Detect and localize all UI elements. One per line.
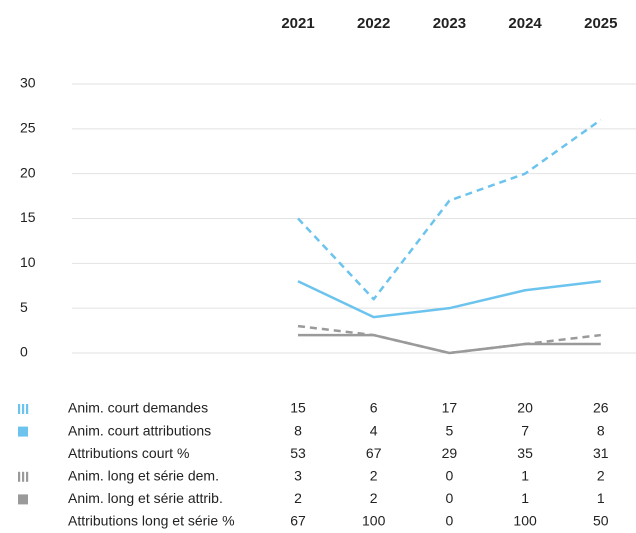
table-value: 15	[290, 400, 306, 416]
table-value: 1	[521, 490, 529, 506]
legend-icon	[26, 471, 29, 482]
row-label: Anim. court attributions	[68, 422, 211, 438]
y-tick-label: 30	[20, 75, 36, 91]
table-value: 8	[294, 422, 302, 438]
legend-icon	[22, 404, 25, 414]
legend-icon	[18, 471, 21, 482]
table-value: 5	[446, 422, 454, 438]
series-line	[297, 324, 601, 355]
row-label: Anim. long et série attrib.	[68, 490, 223, 506]
table-value: 7	[521, 422, 529, 438]
series-line	[297, 280, 601, 319]
table-value: 0	[446, 513, 454, 529]
table-value: 2	[597, 468, 605, 484]
table-value: 8	[597, 422, 605, 438]
table-value: 35	[517, 445, 533, 461]
year-header: 2022	[357, 15, 390, 32]
table-value: 1	[521, 468, 529, 484]
table-value: 1	[597, 490, 605, 506]
row-label: Attributions long et série %	[68, 513, 235, 529]
row-label: Anim. long et série dem.	[68, 468, 219, 484]
table-value: 0	[446, 490, 454, 506]
table-value: 67	[366, 445, 382, 461]
y-tick-label: 20	[20, 164, 36, 180]
series-line	[297, 118, 602, 301]
y-tick-label: 15	[20, 209, 36, 225]
table-value: 6	[370, 400, 378, 416]
y-tick-label: 0	[20, 344, 28, 360]
row-label: Anim. court demandes	[68, 400, 208, 416]
series-line	[298, 333, 601, 355]
legend-icon	[26, 404, 29, 414]
table-value: 26	[593, 400, 609, 416]
y-tick-label: 10	[20, 254, 36, 270]
table-value: 2	[294, 490, 302, 506]
table-value: 2	[370, 490, 378, 506]
table-value: 29	[442, 445, 458, 461]
row-label: Attributions court %	[68, 445, 189, 461]
table-value: 67	[290, 513, 306, 529]
table-value: 3	[294, 468, 302, 484]
year-header: 2025	[584, 15, 617, 32]
table-value: 53	[290, 445, 306, 461]
legend-icon	[18, 404, 21, 414]
legend-icon	[18, 426, 28, 437]
table-value: 100	[362, 513, 386, 529]
table-value: 50	[593, 513, 609, 529]
table-value: 2	[370, 468, 378, 484]
table-value: 4	[370, 422, 378, 438]
table-value: 20	[517, 400, 533, 416]
legend-icon	[18, 494, 28, 505]
table-value: 17	[442, 400, 458, 416]
y-tick-label: 5	[20, 299, 28, 315]
table-value: 31	[593, 445, 609, 461]
legend-icon	[22, 471, 25, 482]
table-value: 0	[446, 468, 454, 484]
table-value: 100	[513, 513, 537, 529]
y-tick-label: 25	[20, 120, 36, 136]
year-header: 2024	[508, 15, 542, 32]
year-header: 2021	[281, 15, 314, 32]
year-header: 2023	[433, 15, 466, 32]
